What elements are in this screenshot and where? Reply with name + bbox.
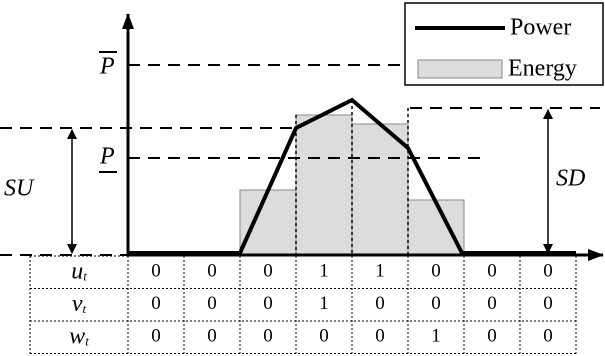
row-label: ut	[71, 258, 87, 284]
table-cell: 0	[375, 326, 385, 347]
energy-bar	[295, 114, 353, 256]
row-label-sub: t	[83, 268, 87, 283]
table-cell: 0	[543, 293, 553, 314]
table-cell: 0	[207, 293, 217, 314]
table-cell: 1	[431, 326, 441, 347]
legend-energy: Energy	[508, 56, 577, 82]
table-cell: 0	[431, 293, 441, 314]
table-cell: 0	[151, 293, 161, 314]
su-label: SU	[4, 176, 35, 202]
dividers	[295, 100, 409, 255]
row-label-main: u	[71, 258, 83, 284]
pmax-label: P	[99, 54, 115, 80]
row-label: wt	[69, 323, 89, 349]
table-cell: 0	[319, 326, 329, 347]
row-label-sub: t	[83, 301, 87, 316]
table-cell: 0	[543, 326, 553, 347]
table: ut 0 0 0 1 1 0 0 0vt 0 0 0 1 0 0 0 0wt 0 0 0 0 0 1 0 0	[29, 255, 577, 354]
table-cell: 0	[151, 261, 161, 282]
reference-lines	[0, 64, 600, 256]
table-cell: 0	[207, 326, 217, 347]
table-cell: 0	[487, 293, 497, 314]
legend: Power Energy	[404, 2, 604, 86]
legend-power: Power	[510, 15, 571, 41]
row-label: vt	[72, 290, 87, 316]
energy-bar	[239, 189, 297, 256]
energy-bar	[407, 199, 465, 256]
table-cell: 0	[151, 326, 161, 347]
table-cell: 0	[487, 326, 497, 347]
table-cell: 0	[263, 293, 273, 314]
sd-label: SD	[556, 166, 585, 192]
table-cell: 0	[375, 293, 385, 314]
row-label-main: w	[69, 323, 85, 349]
table-cell: 1	[319, 261, 329, 282]
table-cell: 0	[263, 326, 273, 347]
pmin-label: P	[99, 144, 115, 170]
power-curve	[128, 97, 576, 255]
row-label-main: v	[72, 290, 83, 316]
table-cell: 0	[207, 261, 217, 282]
table-cell: 0	[487, 261, 497, 282]
table-cell: 1	[375, 261, 385, 282]
energy-bar	[351, 123, 409, 256]
row-label-sub: t	[85, 333, 89, 348]
table-cell: 0	[543, 261, 553, 282]
table-cell: 1	[319, 293, 329, 314]
table-cell: 0	[431, 261, 441, 282]
legend-energy-swatch	[417, 59, 503, 79]
table-cell: 0	[263, 261, 273, 282]
